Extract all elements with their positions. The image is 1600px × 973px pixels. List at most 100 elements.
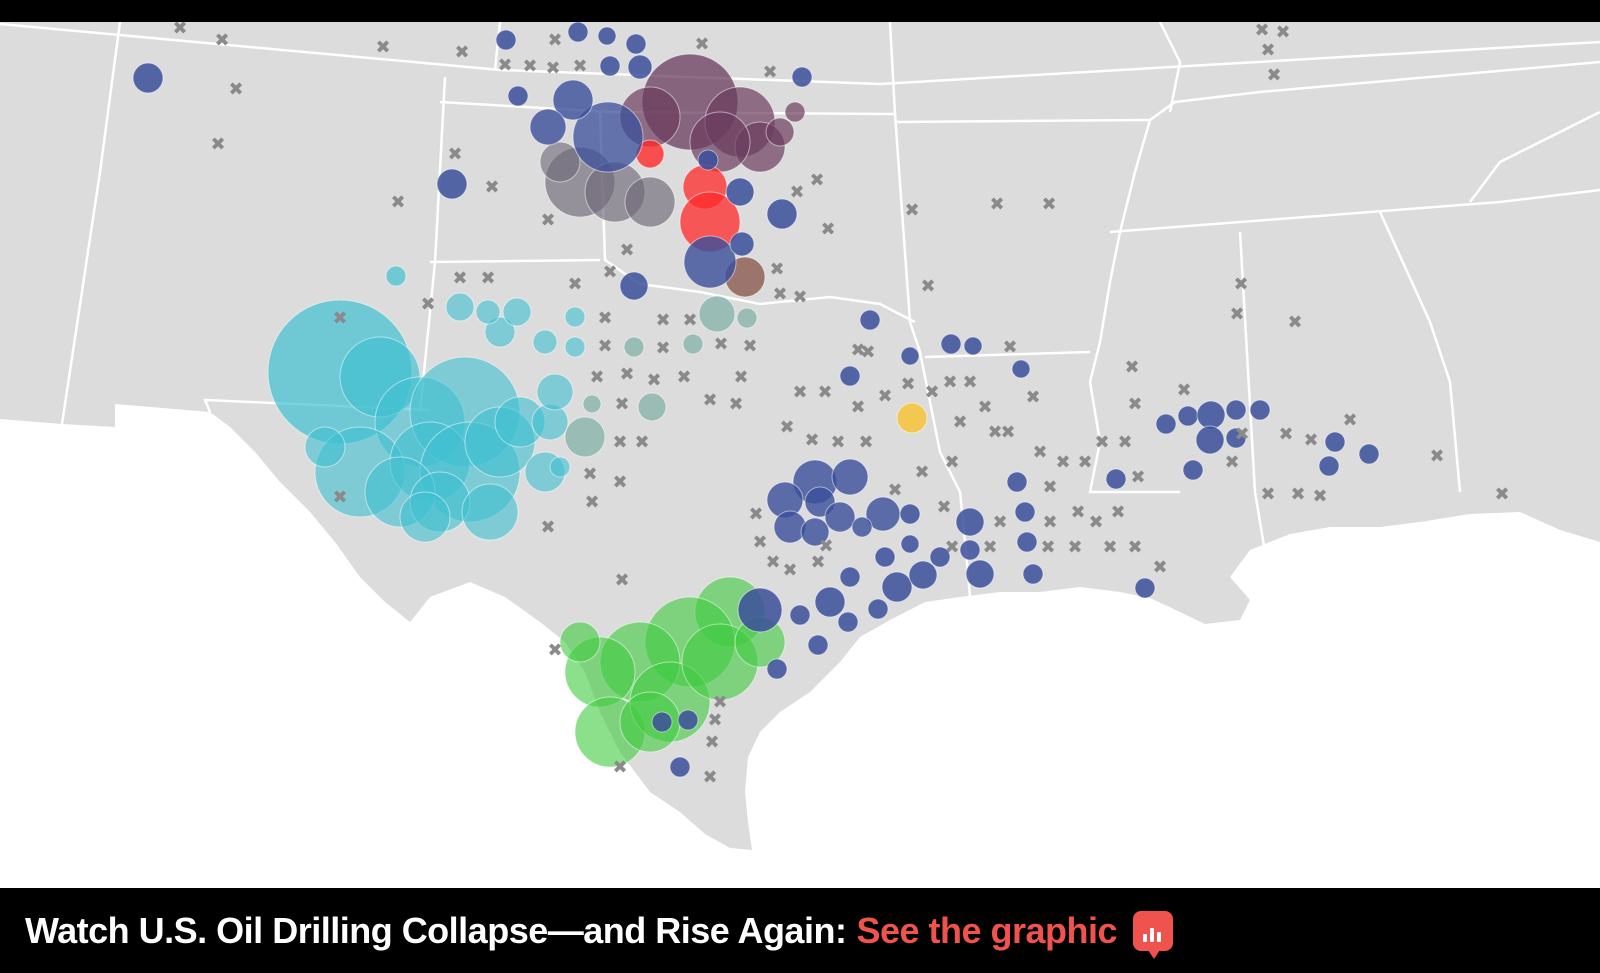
inactive-rig-marker: ✖ [817, 382, 832, 403]
inactive-rig-marker: ✖ [646, 370, 661, 391]
rig-cluster-anadarko [765, 117, 795, 147]
rig-cluster-other [669, 756, 691, 778]
rig-cluster-other [800, 517, 830, 547]
inactive-rig-marker: ✖ [1254, 22, 1269, 41]
inactive-rig-marker: ✖ [480, 268, 495, 289]
inactive-rig-marker: ✖ [454, 42, 469, 63]
rig-cluster-permian [564, 336, 586, 358]
inactive-rig-marker: ✖ [572, 56, 587, 77]
rig-cluster-other [1155, 413, 1177, 435]
top-bar [0, 0, 1600, 22]
inactive-rig-marker: ✖ [962, 372, 977, 393]
inactive-rig-marker: ✖ [707, 710, 722, 731]
inactive-rig-marker: ✖ [612, 472, 627, 493]
inactive-rig-marker: ✖ [1127, 537, 1142, 558]
caption-title: Watch U.S. Oil Drilling Collapse—and Ris… [25, 909, 847, 951]
rig-cluster-other [900, 346, 920, 366]
inactive-rig-marker: ✖ [1002, 337, 1017, 358]
rig-cluster-permian [536, 373, 574, 411]
inactive-rig-marker: ✖ [952, 412, 967, 433]
inactive-rig-marker: ✖ [589, 367, 604, 388]
rig-cluster-other [1016, 531, 1038, 553]
rig-cluster-permian [564, 306, 586, 328]
inactive-rig-marker: ✖ [1342, 410, 1357, 431]
inactive-rig-marker: ✖ [772, 284, 787, 305]
inactive-rig-marker: ✖ [1124, 357, 1139, 378]
rig-map[interactable]: ✖ ✖ ✖ ✖ ✖ ✖ ✖ ✖ ✖ ✖ ✖ ✖ ✖ ✖ ✖ ✖ ✖ ✖ ✖ ✖ ✖ ✖ ✖ ✖ ✖ ✖ ✖ ✖ ✖ ✖ ✖ ✖ ✖ ✖ ✖ ✖ ✖ ✖ ✖ ✖… [0, 22, 1600, 888]
inactive-rig-marker: ✖ [1055, 452, 1070, 473]
bar-chart-icon[interactable] [1133, 910, 1174, 959]
inactive-rig-marker: ✖ [742, 336, 757, 357]
inactive-rig-marker: ✖ [332, 487, 347, 508]
rig-cluster-other [651, 711, 673, 733]
rig-cluster-gray [539, 141, 581, 183]
rig-cluster-other [529, 108, 567, 146]
rig-cluster-other [552, 79, 594, 121]
rig-cluster-other [963, 336, 983, 356]
inactive-rig-marker: ✖ [850, 397, 865, 418]
inactive-rig-marker: ✖ [1260, 40, 1275, 61]
inactive-rig-marker: ✖ [1127, 394, 1142, 415]
rig-cluster-other [725, 177, 755, 207]
inactive-rig-marker: ✖ [1067, 537, 1082, 558]
rig-cluster-yellow [896, 402, 928, 434]
inactive-rig-marker: ✖ [1429, 446, 1444, 467]
rig-cluster-permian [399, 491, 451, 543]
rig-cluster-other [908, 560, 938, 590]
inactive-rig-marker: ✖ [1070, 502, 1085, 523]
inactive-rig-marker: ✖ [858, 432, 873, 453]
inactive-rig-marker: ✖ [1176, 380, 1191, 401]
inactive-rig-marker: ✖ [602, 262, 617, 283]
rig-cluster-other [599, 55, 621, 77]
inactive-rig-marker: ✖ [944, 452, 959, 473]
rig-cluster-other [881, 571, 913, 603]
inactive-rig-marker: ✖ [682, 310, 697, 331]
rig-cluster-teal [637, 392, 667, 422]
inactive-rig-marker: ✖ [1042, 477, 1057, 498]
inactive-rig-marker: ✖ [820, 219, 835, 240]
rig-cluster-other [1358, 443, 1380, 465]
rig-cluster-other [729, 231, 755, 257]
see-graphic-link[interactable]: See the graphic [856, 909, 1118, 951]
inactive-rig-marker: ✖ [497, 55, 512, 76]
inactive-rig-marker: ✖ [1025, 387, 1040, 408]
rig-cluster-other [955, 507, 985, 537]
rig-cluster-other [1022, 563, 1044, 585]
rig-cluster-permian [385, 265, 407, 287]
inactive-rig-marker: ✖ [992, 512, 1007, 533]
inactive-rig-marker: ✖ [375, 37, 390, 58]
rig-cluster-other [1011, 359, 1031, 379]
inactive-rig-marker: ✖ [1233, 274, 1248, 295]
rig-cluster-other [572, 101, 644, 173]
inactive-rig-marker: ✖ [924, 382, 939, 403]
inactive-rig-marker: ✖ [612, 757, 627, 778]
rig-cluster-other [619, 271, 649, 301]
rig-cluster-permian [549, 456, 571, 478]
rig-cluster-teal [682, 333, 704, 355]
rig-cluster-other [766, 198, 798, 230]
inactive-rig-marker: ✖ [914, 462, 929, 483]
map-svg: ✖ ✖ ✖ ✖ ✖ ✖ ✖ ✖ ✖ ✖ ✖ ✖ ✖ ✖ ✖ ✖ ✖ ✖ ✖ ✖ ✖ ✖ ✖ ✖ ✖ ✖ ✖ ✖ ✖ ✖ ✖ ✖ ✖ ✖ ✖ ✖ ✖ ✖ ✖ ✖… [0, 22, 1600, 850]
inactive-rig-marker: ✖ [769, 259, 784, 280]
inactive-rig-marker: ✖ [936, 497, 951, 518]
rig-cluster-other [851, 516, 873, 538]
inactive-rig-marker: ✖ [332, 308, 347, 329]
rig-cluster-other [1225, 399, 1247, 421]
inactive-rig-marker: ✖ [1312, 486, 1327, 507]
rig-cluster-other [436, 168, 468, 200]
rig-cluster-other [677, 709, 699, 731]
land-mass [0, 22, 1600, 850]
inactive-rig-marker: ✖ [942, 372, 957, 393]
rig-cluster-other [683, 235, 737, 289]
inactive-rig-marker: ✖ [1303, 430, 1318, 451]
rig-cluster-other [773, 510, 807, 544]
rig-cluster-permian [461, 483, 519, 541]
rig-cluster-other [1014, 501, 1036, 523]
inactive-rig-marker: ✖ [1077, 452, 1092, 473]
inactive-rig-marker: ✖ [452, 268, 467, 289]
inactive-rig-marker: ✖ [597, 336, 612, 357]
inactive-rig-marker: ✖ [1110, 502, 1125, 523]
inactive-rig-marker: ✖ [1094, 432, 1109, 453]
inactive-rig-marker: ✖ [1229, 304, 1244, 325]
inactive-rig-marker: ✖ [655, 338, 670, 359]
